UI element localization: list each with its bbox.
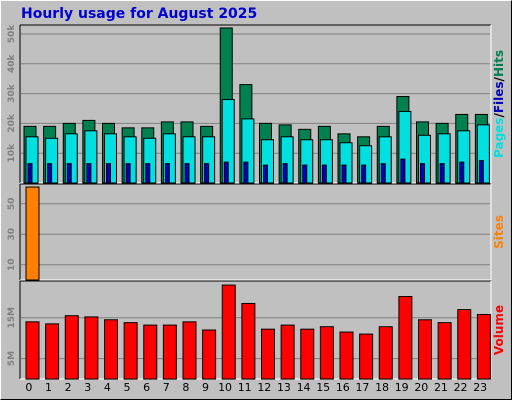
bar-volume — [221, 284, 236, 380]
bar-pages — [27, 163, 33, 184]
legend-entry: Pages — [492, 118, 506, 158]
panel-volume-background — [20, 281, 491, 379]
panel-hits-background — [20, 25, 491, 183]
x-tick-label: 16 — [336, 381, 350, 394]
legend-entry: / — [492, 113, 506, 118]
bar-volume — [437, 322, 452, 380]
x-tick-label: 6 — [143, 381, 150, 394]
x-tick-label: 17 — [355, 381, 369, 394]
bar-pages — [204, 163, 210, 184]
y-tick-label: 5M — [7, 351, 17, 366]
bar-volume — [418, 319, 432, 380]
bar-pages — [361, 164, 367, 184]
y-tick-label: 40k — [7, 53, 17, 73]
x-tick-label: 19 — [395, 381, 409, 394]
x-tick-label: 8 — [182, 381, 189, 394]
bar-pages — [459, 161, 465, 184]
x-tick-label: 4 — [104, 381, 111, 394]
bar-volume — [300, 328, 315, 380]
bar-volume — [143, 324, 158, 380]
bar-volume — [457, 309, 472, 380]
legend-hits: Pages/Files/Hits — [492, 50, 506, 158]
x-tick-label: 2 — [65, 381, 72, 394]
legend-entry: Hits — [492, 50, 506, 77]
x-tick-label: 7 — [163, 381, 170, 394]
bar-pages — [66, 163, 72, 184]
bar-pages — [302, 164, 308, 184]
bar-volume — [45, 323, 60, 380]
bar-pages — [106, 163, 111, 184]
x-tick-label: 5 — [123, 381, 130, 394]
bar-volume — [476, 313, 491, 380]
bar-pages — [223, 161, 229, 184]
bar-volume — [25, 321, 40, 380]
bar-volume — [162, 324, 177, 380]
bar-pages — [263, 164, 268, 184]
y-tick-label: 10 — [7, 258, 17, 271]
panel-sites-background — [20, 184, 491, 280]
bar-pages — [86, 163, 92, 184]
x-tick-label: 10 — [218, 381, 232, 394]
bar-volume — [398, 296, 413, 380]
bar-pages — [321, 164, 327, 184]
bar-sites — [25, 186, 40, 281]
x-tick-label: 15 — [316, 381, 330, 394]
bar-pages — [47, 163, 53, 184]
y-tick-label: 30k — [7, 83, 17, 103]
bar-pages — [439, 163, 445, 184]
x-tick-label: 9 — [202, 381, 209, 394]
bar-pages — [125, 163, 131, 184]
y-tick-label: 20k — [7, 113, 17, 133]
legend-entry: / — [492, 76, 506, 81]
bar-pages — [380, 163, 386, 184]
x-tick-label: 20 — [414, 381, 428, 394]
bar-volume — [359, 333, 374, 380]
x-tick-label: 3 — [84, 381, 91, 394]
bar-volume — [241, 302, 256, 380]
y-tick-label: 30 — [7, 228, 17, 241]
bar-pages — [341, 164, 347, 184]
bar-volume — [202, 329, 217, 380]
bar-volume — [378, 326, 393, 380]
x-tick-label: 11 — [238, 381, 252, 394]
legend-volume: Volume — [492, 305, 506, 355]
bar-volume — [64, 315, 79, 380]
y-tick-label: 15M — [7, 307, 17, 329]
x-tick-label: 23 — [473, 381, 487, 394]
bar-volume — [84, 316, 99, 380]
legend-entry: Volume — [492, 305, 506, 355]
bar-volume — [123, 322, 138, 380]
bar-pages — [145, 163, 151, 184]
x-tick-label: 0 — [25, 381, 32, 394]
bar-pages — [420, 163, 425, 184]
x-tick-label: 22 — [454, 381, 468, 394]
y-tick-label: 10k — [7, 143, 17, 163]
legend-sites: Sites — [492, 215, 506, 249]
x-tick-label: 1 — [45, 381, 52, 394]
x-tick-label: 21 — [434, 381, 448, 394]
bar-pages — [184, 163, 190, 184]
chart-title: Hourly usage for August 2025 — [21, 6, 258, 22]
bar-pages — [243, 161, 249, 184]
bar-volume — [280, 324, 295, 380]
x-tick-label: 18 — [375, 381, 389, 394]
y-tick-label: 50k — [7, 24, 17, 44]
x-tick-label: 12 — [257, 381, 271, 394]
bar-pages — [478, 160, 484, 184]
bar-pages — [282, 163, 288, 184]
bar-volume — [104, 319, 118, 380]
bar-pages — [164, 163, 170, 184]
y-tick-label: 50 — [7, 198, 17, 211]
bar-volume — [319, 326, 334, 380]
bar-volume — [339, 331, 354, 380]
bar-pages — [400, 158, 406, 184]
bar-volume — [261, 328, 275, 380]
x-tick-label: 13 — [277, 381, 291, 394]
x-tick-label: 14 — [297, 381, 311, 394]
legend-entry: Files — [492, 81, 506, 113]
legend-entry: Sites — [492, 215, 506, 249]
bar-volume — [182, 321, 197, 380]
